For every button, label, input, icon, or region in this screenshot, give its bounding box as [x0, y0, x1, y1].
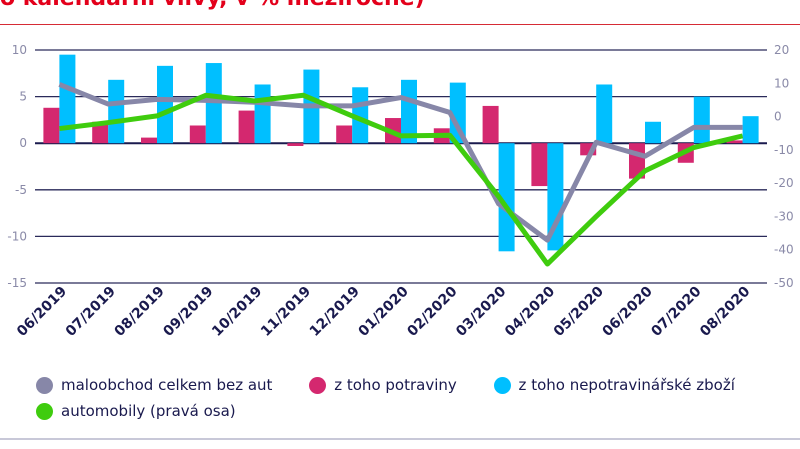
left-tick-label: 0 [19, 136, 27, 150]
footer-divider [0, 438, 800, 440]
x-tick-label: 08/2019 [112, 284, 168, 340]
bar-food [92, 121, 109, 144]
bar-nonfood [352, 87, 369, 144]
legend-item-nonfood: z toho nepotravinářské zboží [493, 372, 735, 398]
right-tick-label: -40 [774, 243, 794, 257]
bar-food [141, 137, 157, 144]
left-tick-label: 10 [12, 43, 27, 57]
right-tick-label: -10 [774, 143, 794, 157]
bar-nonfood [645, 121, 661, 144]
bar-nonfood [693, 96, 710, 144]
bar-nonfood [742, 116, 759, 144]
x-tick-label: 12/2019 [307, 284, 363, 340]
bar-nonfood [254, 84, 271, 144]
bar-food [726, 140, 743, 144]
legend-label: maloobchod celkem bez aut [61, 376, 273, 394]
x-tick-label: 10/2019 [209, 284, 265, 340]
bar-nonfood [108, 79, 125, 144]
x-tick-label: 06/2019 [14, 284, 70, 340]
bar-nonfood [596, 84, 613, 144]
left-tick-label: -10 [7, 229, 27, 243]
right-tick-label: 10 [774, 76, 789, 90]
legend-label: z toho potraviny [334, 376, 457, 394]
left-tick-label: -15 [7, 276, 27, 290]
line-total [58, 82, 743, 243]
x-tick-label: 07/2020 [648, 283, 704, 339]
bar-nonfood [401, 79, 417, 144]
x-tick-label: 05/2020 [551, 283, 607, 339]
right-tick-label: -50 [774, 276, 794, 290]
left-tick-label: 5 [19, 90, 27, 104]
right-tick-label: -20 [774, 176, 794, 190]
bar-nonfood [547, 143, 564, 251]
bar-food [287, 143, 304, 146]
bar-food [531, 143, 548, 187]
right-tick-label: 20 [774, 43, 789, 57]
bar-food [482, 105, 499, 144]
x-tick-label: 08/2020 [697, 283, 753, 339]
legend-item-total: maloobchod celkem bez aut [36, 372, 272, 398]
legend-item-cars: automobily (pravá osa) [36, 398, 236, 424]
bar-nonfood [498, 143, 515, 252]
legend-item-food: z toho potraviny [309, 372, 457, 398]
legend-label: z toho nepotravinářské zboží [518, 376, 735, 394]
bar-food [43, 107, 60, 144]
bar-food [238, 110, 255, 144]
legend-dot [36, 376, 53, 394]
x-tick-label: 01/2020 [356, 283, 412, 339]
x-tick-label: 02/2020 [404, 283, 460, 339]
right-tick-label: 0 [774, 110, 782, 124]
bar-nonfood [449, 82, 466, 144]
legend-dot [309, 376, 327, 394]
line-cars [59, 92, 744, 267]
x-tick-label: 04/2020 [502, 283, 558, 339]
x-tick-label: 09/2019 [160, 284, 216, 340]
chart-title: o kalendářní vlivy, v % meziročně) [0, 0, 425, 11]
legend-dot [36, 402, 53, 420]
right-tick-label: -30 [774, 209, 794, 223]
x-tick-label: 06/2020 [600, 283, 656, 339]
title-divider [0, 24, 800, 25]
legend-dot [493, 376, 511, 394]
bar-food [336, 125, 353, 144]
x-tick-label: 03/2020 [453, 283, 509, 339]
bar-nonfood [59, 54, 76, 144]
x-tick-label: 11/2019 [258, 284, 314, 340]
legend: maloobchod celkem bez aut z toho potravi… [36, 372, 767, 424]
x-tick-label: 07/2019 [63, 284, 119, 340]
bar-nonfood [157, 65, 173, 144]
legend-label: automobily (pravá osa) [61, 402, 236, 420]
bar-food [189, 125, 206, 144]
left-tick-label: -5 [15, 183, 27, 197]
